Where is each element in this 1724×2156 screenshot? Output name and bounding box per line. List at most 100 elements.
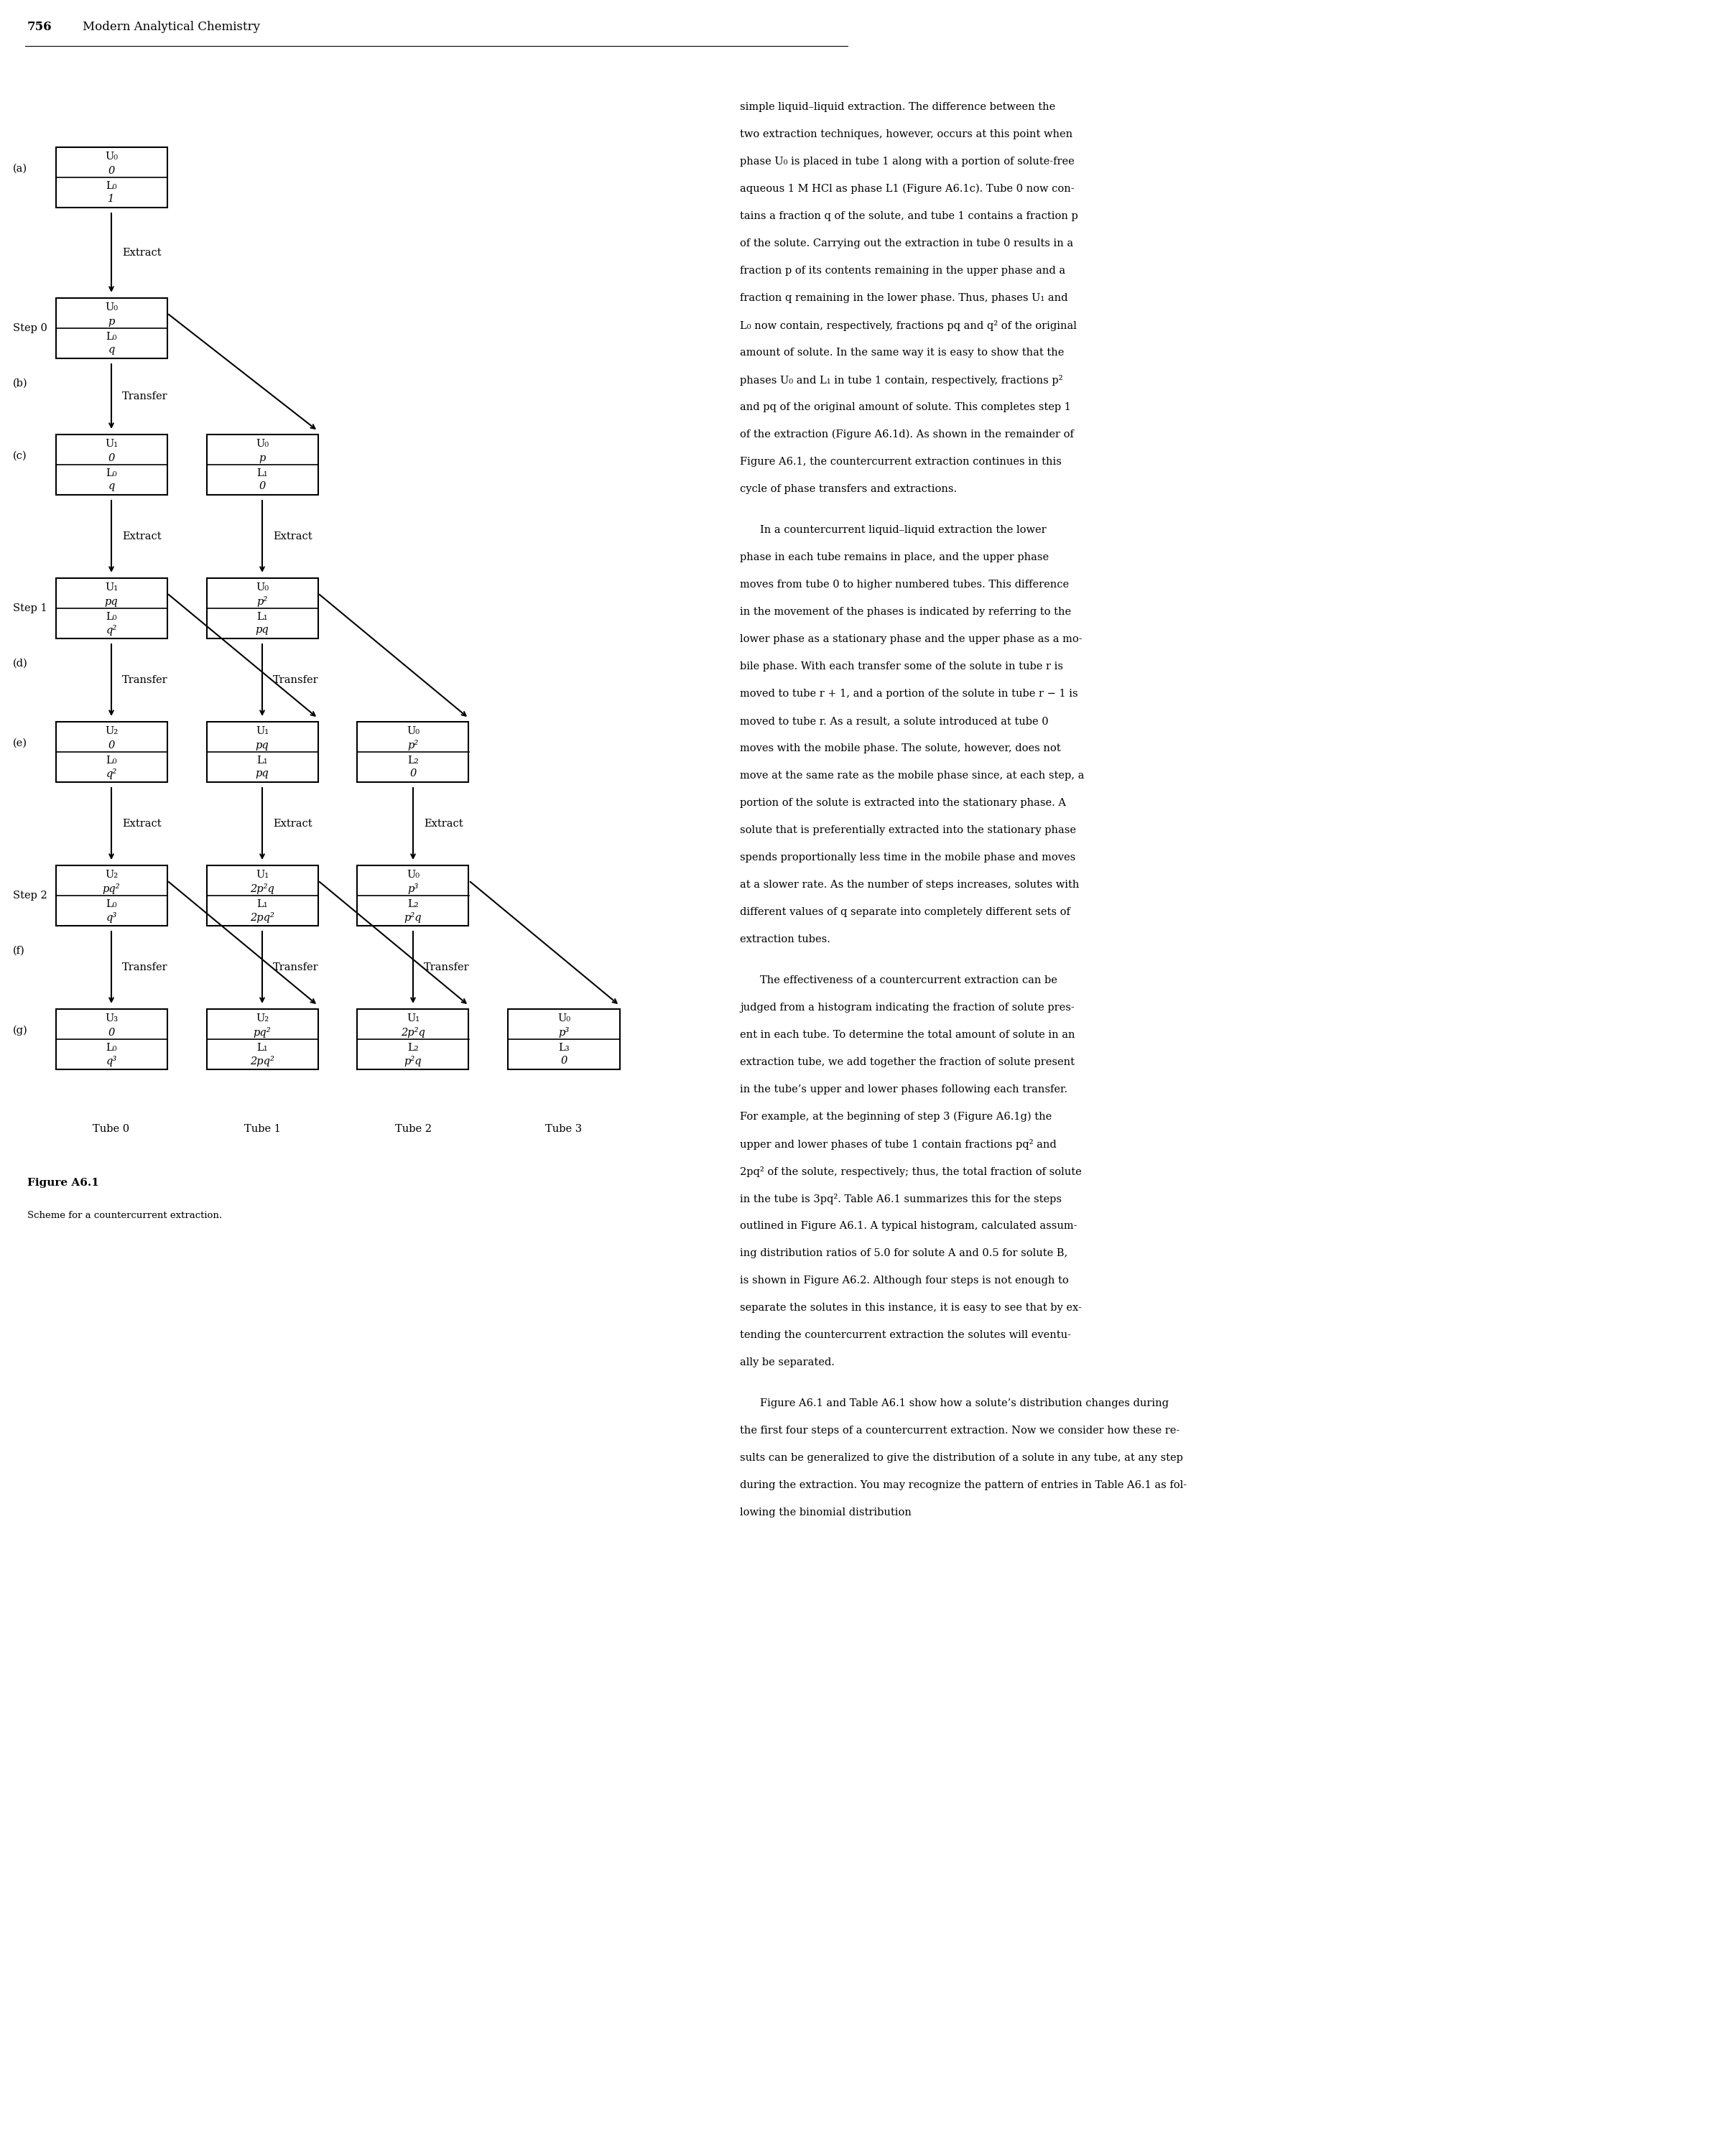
- Text: U₀: U₀: [105, 302, 117, 313]
- Text: 1: 1: [109, 194, 116, 205]
- Text: Transfer: Transfer: [272, 962, 319, 972]
- Text: ally be separated.: ally be separated.: [740, 1358, 834, 1367]
- Text: q²: q²: [105, 625, 117, 636]
- Text: Scheme for a countercurrent extraction.: Scheme for a countercurrent extraction.: [28, 1210, 222, 1220]
- Text: moved to tube r. As a result, a solute introduced at tube 0: moved to tube r. As a result, a solute i…: [740, 716, 1048, 727]
- Text: 0: 0: [109, 453, 116, 464]
- Text: move at the same rate as the mobile phase since, at each step, a: move at the same rate as the mobile phas…: [740, 770, 1084, 780]
- Text: Extract: Extract: [272, 533, 312, 541]
- Text: two extraction techniques, however, occurs at this point when: two extraction techniques, however, occu…: [740, 129, 1072, 140]
- Text: 2pq²: 2pq²: [250, 1056, 274, 1067]
- Text: U₁: U₁: [255, 871, 269, 880]
- Text: 0: 0: [109, 166, 116, 177]
- Text: is shown in Figure A6.2. Although four steps is not enough to: is shown in Figure A6.2. Although four s…: [740, 1276, 1069, 1285]
- Bar: [55, 298, 167, 358]
- Text: L₀: L₀: [105, 332, 117, 341]
- Bar: [55, 865, 167, 925]
- Text: In a countercurrent liquid–liquid extraction the lower: In a countercurrent liquid–liquid extrac…: [760, 526, 1046, 535]
- Text: L₁: L₁: [257, 612, 267, 621]
- Text: L₂: L₂: [407, 755, 419, 765]
- Text: (a): (a): [14, 164, 28, 172]
- Text: in the movement of the phases is indicated by referring to the: in the movement of the phases is indicat…: [740, 606, 1071, 617]
- Text: U₀: U₀: [407, 871, 419, 880]
- Text: Transfer: Transfer: [122, 392, 167, 401]
- Text: L₀: L₀: [105, 468, 117, 479]
- Text: q: q: [109, 345, 116, 356]
- Text: Tube 1: Tube 1: [243, 1123, 281, 1134]
- Text: U₁: U₁: [255, 727, 269, 737]
- Text: Tube 2: Tube 2: [395, 1123, 431, 1134]
- Text: Tube 3: Tube 3: [545, 1123, 583, 1134]
- Text: pq²: pq²: [102, 884, 121, 895]
- Text: in the tube is 3pq². Table A6.1 summarizes this for the steps: in the tube is 3pq². Table A6.1 summariz…: [740, 1194, 1062, 1205]
- Text: (d): (d): [14, 658, 28, 668]
- Text: 2p²q: 2p²q: [250, 884, 274, 895]
- Text: of the solute. Carrying out the extraction in tube 0 results in a: of the solute. Carrying out the extracti…: [740, 239, 1074, 248]
- Text: p²: p²: [257, 597, 267, 608]
- Text: at a slower rate. As the number of steps increases, solutes with: at a slower rate. As the number of steps…: [740, 880, 1079, 890]
- Bar: [357, 865, 469, 925]
- Text: L₂: L₂: [407, 899, 419, 910]
- Text: p²q: p²q: [403, 1056, 422, 1067]
- Text: p³: p³: [407, 884, 419, 895]
- Text: U₀: U₀: [557, 1013, 571, 1024]
- Text: L₀: L₀: [105, 181, 117, 192]
- Text: Step 1: Step 1: [14, 604, 47, 612]
- Text: (c): (c): [14, 451, 28, 461]
- Text: The effectiveness of a countercurrent extraction can be: The effectiveness of a countercurrent ex…: [760, 975, 1057, 985]
- Text: Extract: Extract: [424, 819, 464, 828]
- Text: q³: q³: [105, 1056, 117, 1067]
- Bar: [509, 1009, 619, 1069]
- Text: L₁: L₁: [257, 1044, 267, 1052]
- Text: 0: 0: [410, 770, 417, 778]
- Text: extraction tubes.: extraction tubes.: [740, 934, 831, 944]
- Text: U₂: U₂: [105, 871, 117, 880]
- Bar: [55, 578, 167, 638]
- Text: 0: 0: [560, 1056, 567, 1065]
- Text: phase U₀ is placed in tube 1 along with a portion of solute-free: phase U₀ is placed in tube 1 along with …: [740, 157, 1074, 166]
- Text: L₀ now contain, respectively, fractions pq and q² of the original: L₀ now contain, respectively, fractions …: [740, 321, 1078, 332]
- Text: Tube 0: Tube 0: [93, 1123, 129, 1134]
- Text: For example, at the beginning of step 3 (Figure A6.1g) the: For example, at the beginning of step 3 …: [740, 1112, 1052, 1121]
- Text: Step 0: Step 0: [14, 323, 47, 334]
- Text: pq: pq: [105, 597, 117, 606]
- Text: 2pq²: 2pq²: [250, 912, 274, 923]
- Text: p²: p²: [407, 740, 419, 750]
- Text: lowing the binomial distribution: lowing the binomial distribution: [740, 1507, 912, 1518]
- Text: U₁: U₁: [105, 582, 117, 593]
- Text: lower phase as a stationary phase and the upper phase as a mo-: lower phase as a stationary phase and th…: [740, 634, 1083, 645]
- Text: L₁: L₁: [257, 468, 267, 479]
- Text: q: q: [109, 481, 116, 492]
- Text: and pq of the original amount of solute. This completes step 1: and pq of the original amount of solute.…: [740, 403, 1071, 412]
- Text: U₃: U₃: [105, 1013, 117, 1024]
- Text: U₂: U₂: [105, 727, 117, 737]
- Bar: [357, 722, 469, 783]
- Text: fraction q remaining in the lower phase. Thus, phases U₁ and: fraction q remaining in the lower phase.…: [740, 293, 1067, 304]
- Bar: [55, 722, 167, 783]
- Text: pq: pq: [255, 770, 269, 778]
- Text: U₁: U₁: [407, 1013, 419, 1024]
- Text: Transfer: Transfer: [272, 675, 319, 686]
- Text: p: p: [259, 453, 265, 464]
- Text: U₀: U₀: [255, 440, 269, 448]
- Bar: [357, 1009, 469, 1069]
- Text: in the tube’s upper and lower phases following each transfer.: in the tube’s upper and lower phases fol…: [740, 1084, 1067, 1095]
- Text: judged from a histogram indicating the fraction of solute pres-: judged from a histogram indicating the f…: [740, 1003, 1074, 1013]
- Text: q³: q³: [105, 912, 117, 923]
- Bar: [207, 865, 317, 925]
- Text: 2p²q: 2p²q: [402, 1026, 426, 1037]
- Text: separate the solutes in this instance, it is easy to see that by ex-: separate the solutes in this instance, i…: [740, 1302, 1081, 1313]
- Text: (b): (b): [14, 379, 28, 388]
- Text: q²: q²: [105, 768, 117, 778]
- Text: L₀: L₀: [105, 612, 117, 621]
- Text: Transfer: Transfer: [122, 962, 167, 972]
- Text: different values of q separate into completely different sets of: different values of q separate into comp…: [740, 908, 1071, 916]
- Text: simple liquid–liquid extraction. The difference between the: simple liquid–liquid extraction. The dif…: [740, 101, 1055, 112]
- Text: U₀: U₀: [407, 727, 419, 737]
- Text: amount of solute. In the same way it is easy to show that the: amount of solute. In the same way it is …: [740, 347, 1064, 358]
- Text: pq: pq: [255, 625, 269, 636]
- Text: solute that is preferentially extracted into the stationary phase: solute that is preferentially extracted …: [740, 826, 1076, 834]
- Text: 0: 0: [109, 1028, 116, 1037]
- Text: moves from tube 0 to higher numbered tubes. This difference: moves from tube 0 to higher numbered tub…: [740, 580, 1069, 589]
- Bar: [207, 578, 317, 638]
